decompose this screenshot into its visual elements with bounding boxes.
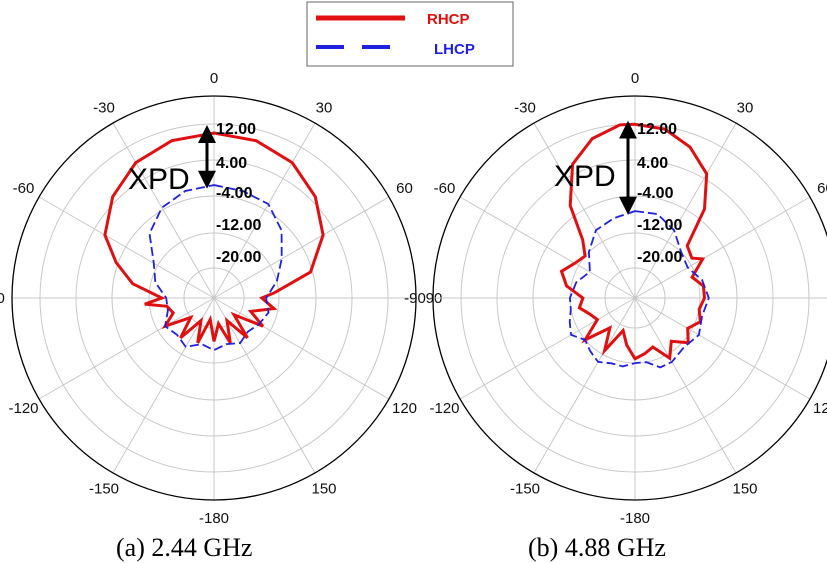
angle-tick-label: -60 (434, 180, 456, 197)
grid-spoke (459, 196, 636, 299)
angle-tick-label: -60 (13, 180, 35, 197)
angle-tick-label: -30 (514, 100, 536, 117)
radial-tick-label: -12.00 (216, 217, 261, 234)
angle-tick-label: 120 (813, 400, 827, 417)
angle-tick-label: -120 (429, 400, 459, 417)
grid-spoke (634, 196, 811, 299)
angle-tick-label: -150 (89, 481, 119, 498)
outer-ring (432, 95, 827, 501)
xpd-label-a: XPD (128, 163, 190, 196)
angle-tick-label: -180 (620, 510, 650, 527)
series-rhcp-line (103, 131, 325, 344)
grid-spoke (634, 297, 737, 474)
angle-tick-label: -90 (0, 290, 5, 307)
outer-ring (11, 95, 417, 501)
radial-labels-b: 12.00 4.00 -4.00 -12.00 -20.00 (637, 121, 682, 266)
legend: RHCP LHCP (306, 1, 514, 67)
grid-spoke (213, 297, 390, 400)
series-lhcp-line (148, 184, 283, 352)
angle-tick-label: -150 (510, 481, 540, 498)
radial-labels-a: 12.00 4.00 -4.00 -12.00 -20.00 (216, 121, 261, 266)
radial-tick-label: 4.00 (637, 155, 668, 172)
series-lhcp-line (568, 210, 710, 369)
angle-tick-label: 60 (817, 180, 827, 197)
grid-spoke (533, 297, 636, 474)
series-group-a (103, 131, 325, 352)
radial-tick-label: -20.00 (216, 249, 261, 266)
angle-tick-label: 30 (737, 100, 754, 117)
grid-spoke (213, 122, 316, 299)
radial-tick-label: 12.00 (637, 121, 677, 138)
grid-spoke (634, 297, 811, 400)
angle-tick-label: 30 (316, 100, 333, 117)
polar-grid-b (432, 95, 827, 501)
legend-label-lhcp: LHCP (434, 41, 475, 58)
legend-box (306, 1, 514, 67)
caption-a: (a) 2.44 GHz (116, 533, 252, 562)
grid-spoke (112, 122, 215, 299)
angle-tick-label: 0 (210, 70, 218, 87)
radial-tick-label: -4.00 (216, 185, 253, 202)
polar-grid-a (11, 95, 417, 501)
angle-tick-label: 150 (732, 481, 757, 498)
grid-spoke (213, 196, 390, 299)
angle-tick-label: -30 (93, 100, 115, 117)
grid-spoke (38, 196, 215, 299)
radial-tick-label: 12.00 (216, 121, 256, 138)
radial-tick-label: -20.00 (637, 249, 682, 266)
legend-label-rhcp: RHCP (427, 11, 470, 28)
series-rhcp-line (559, 122, 709, 361)
radial-tick-label: -4.00 (637, 185, 674, 202)
caption-b: (b) 4.88 GHz (528, 533, 666, 562)
grid-spoke (112, 297, 215, 474)
radial-tick-label: -12.00 (637, 217, 682, 234)
grid-spoke (459, 297, 636, 400)
angle-tick-label: -90 (404, 290, 426, 307)
xpd-label-b: XPD (554, 160, 616, 193)
grid-spoke (213, 297, 316, 474)
angle-tick-label: 120 (392, 400, 417, 417)
angle-tick-label: -180 (199, 510, 229, 527)
radial-tick-label: 4.00 (216, 155, 247, 172)
grid-spoke (634, 122, 737, 299)
grid-spoke (533, 122, 636, 299)
grid-spoke (38, 297, 215, 400)
series-group-b (559, 122, 710, 369)
angle-tick-label: -120 (8, 400, 38, 417)
angle-tick-label: 150 (311, 481, 336, 498)
angle-tick-label: 0 (631, 70, 639, 87)
angle-tick-label: 60 (396, 180, 413, 197)
